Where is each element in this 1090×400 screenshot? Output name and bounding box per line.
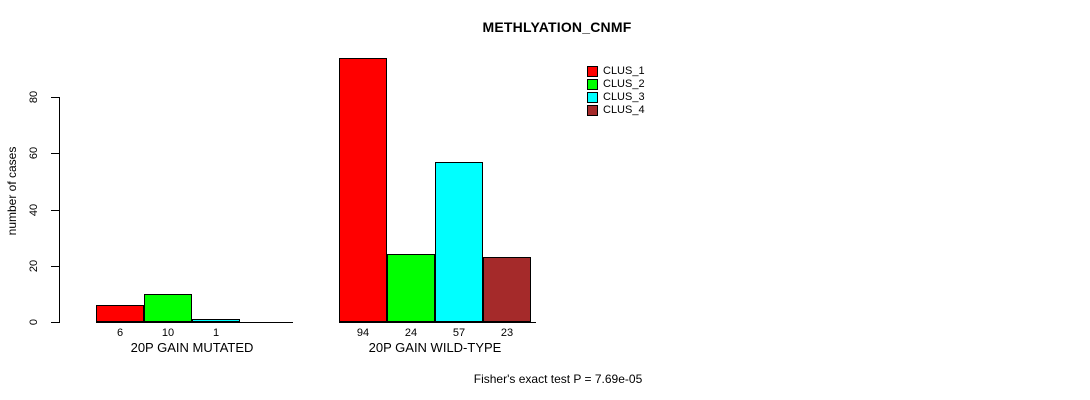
legend-item: CLUS_4 [587,104,645,117]
x-axis-baseline [96,322,293,323]
y-axis-tick-label: 40 [28,203,40,217]
bar-clus-3 [192,319,240,322]
y-axis-tick-label: 20 [28,259,40,273]
legend-label: CLUS_2 [603,78,645,90]
y-axis-tick-label: 0 [28,318,40,326]
y-axis-tick [51,153,59,154]
legend-label: CLUS_4 [603,104,645,116]
legend-label: CLUS_1 [603,65,645,77]
legend-swatch [587,79,598,90]
bar-value-label: 24 [404,327,418,339]
group-label: 20P GAIN WILD-TYPE [368,340,502,355]
y-axis-title: number of cases [5,146,19,236]
legend-swatch [587,105,598,116]
y-axis-tick [51,322,59,323]
x-axis-baseline [339,322,536,323]
bar-clus-4 [483,257,531,322]
legend-label: CLUS_3 [603,91,645,103]
y-axis-tick-label: 60 [28,146,40,160]
legend-item: CLUS_2 [587,78,645,91]
legend: CLUS_1 CLUS_2 CLUS_3 CLUS_4 [587,65,645,117]
bar-clus-2 [387,254,435,322]
fisher-test-annotation: Fisher's exact test P = 7.69e-05 [473,372,643,386]
y-axis-tick [51,97,59,98]
bar-value-label: 6 [116,327,124,339]
bar-value-label: 57 [452,327,466,339]
bar-value-label: 1 [212,327,220,339]
bar-value-label: 10 [161,327,175,339]
chart-title: METHLYATION_CNMF [482,19,632,35]
y-axis-tick-label: 80 [28,90,40,104]
bar-value-label: 23 [500,327,514,339]
y-axis-tick [51,210,59,211]
bar-clus-3 [435,162,483,322]
legend-swatch [587,92,598,103]
bar-clus-2 [144,294,192,322]
bar-clus-1 [339,58,387,322]
bar-value-label: 94 [356,327,370,339]
legend-item: CLUS_1 [587,65,645,78]
legend-swatch [587,66,598,77]
group-label: 20P GAIN MUTATED [130,340,254,355]
legend-item: CLUS_3 [587,91,645,104]
y-axis-tick [51,266,59,267]
y-axis-line [59,97,60,323]
bar-clus-1 [96,305,144,322]
